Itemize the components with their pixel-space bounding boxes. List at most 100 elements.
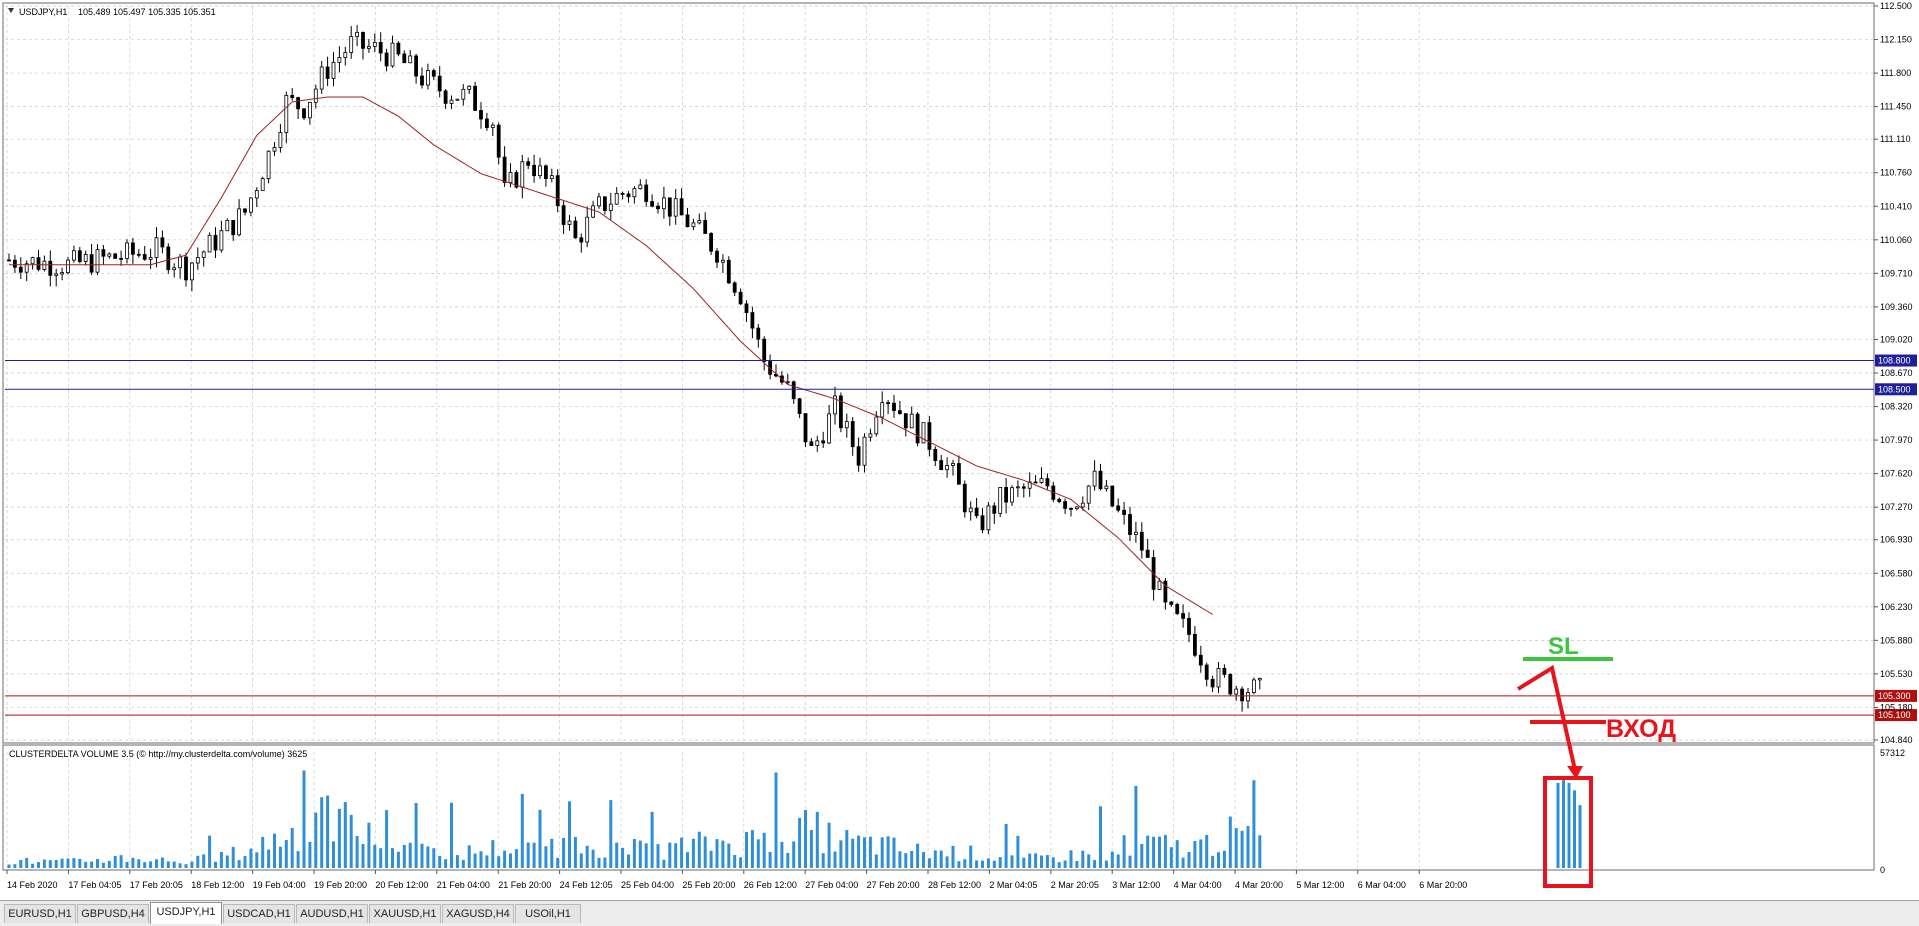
tab-usdjpy-h1[interactable]: USDJPY,H1 xyxy=(150,902,222,924)
tab-eurusd-h1[interactable]: EURUSD,H1 xyxy=(4,904,76,923)
price-tick-label: 106.580 xyxy=(1880,568,1913,578)
candle-body xyxy=(856,446,861,466)
volume-bar xyxy=(874,854,878,868)
candle-body xyxy=(921,422,926,444)
volume-bar xyxy=(603,857,607,868)
candle-body xyxy=(1216,667,1221,688)
volume-bar xyxy=(1163,834,1167,868)
volume-bar xyxy=(31,863,35,868)
volume-bar xyxy=(998,857,1002,868)
volume-bar xyxy=(1122,835,1126,868)
volume-bar xyxy=(644,843,648,868)
volume-bar xyxy=(597,857,601,868)
time-tick-label: 2 Mar 04:05 xyxy=(989,880,1037,890)
volume-bar xyxy=(208,835,212,868)
volume-bar xyxy=(1252,780,1256,868)
volume-bar xyxy=(916,843,920,868)
candle-body xyxy=(207,234,212,253)
volume-bar xyxy=(367,822,371,868)
volume-bar xyxy=(733,855,737,868)
candle-body xyxy=(83,254,88,262)
tab-usdcad-h1[interactable]: USDCAD,H1 xyxy=(223,904,295,923)
candle-body xyxy=(130,242,135,255)
level-price-box xyxy=(1875,709,1917,722)
chart-grid xyxy=(5,5,1874,741)
volume-bar xyxy=(1234,828,1238,868)
candle-body xyxy=(909,413,914,429)
candle-body xyxy=(213,234,218,251)
level-price-label: 108.800 xyxy=(1878,356,1911,366)
candle-body xyxy=(638,184,643,189)
candle-body xyxy=(184,256,188,281)
candle-body xyxy=(791,381,796,400)
horizontal-levels[interactable]: 108.800 108.500 105.300 105.100 xyxy=(5,354,1917,722)
chart-menu-icon[interactable] xyxy=(8,8,14,13)
candle-body xyxy=(331,61,336,79)
volume-bar xyxy=(1022,857,1026,868)
tab-xauusd-h1[interactable]: XAUUSD,H1 xyxy=(369,904,441,923)
tab-gbpusd-h4[interactable]: GBPUSD,H4 xyxy=(77,904,149,923)
volume-bar xyxy=(562,838,566,868)
candle-body xyxy=(797,398,802,414)
entry-annotation[interactable]: ВХОД xyxy=(1516,664,1676,888)
price-tick-label: 106.930 xyxy=(1880,535,1913,545)
tab-xagusd-h4[interactable]: XAGUSD,H4 xyxy=(442,904,514,923)
volume-bar xyxy=(113,856,117,868)
time-axis[interactable]: 14 Feb 2020 17 Feb 04:05 17 Feb 20:05 18 Fe… xyxy=(6,870,1467,890)
volume-bar xyxy=(992,860,996,868)
volume-bar xyxy=(1010,855,1014,868)
candle-body xyxy=(148,257,153,260)
volume-bar xyxy=(96,858,99,868)
tab-usoil-h1[interactable]: USOil,H1 xyxy=(515,904,581,923)
volume-bar xyxy=(1175,840,1179,868)
volume-bar xyxy=(373,844,377,868)
price-tick-label: 105.880 xyxy=(1880,635,1913,645)
candle-body xyxy=(544,165,548,179)
candle-body xyxy=(1004,487,1008,503)
time-tick-label: 17 Feb 04:05 xyxy=(68,880,121,890)
tab-audusd-h1[interactable]: AUDUSD,H1 xyxy=(296,904,368,923)
volume-bar xyxy=(54,859,58,868)
volume-bar xyxy=(851,838,855,868)
volume-bar xyxy=(355,836,359,868)
volume-bar xyxy=(927,858,931,868)
candle-body xyxy=(60,272,64,275)
candle-body xyxy=(24,263,29,273)
volume-bar xyxy=(337,808,341,868)
price-tick-label: 112.500 xyxy=(1880,1,1912,11)
candle-body xyxy=(1098,470,1103,490)
candle-body xyxy=(986,505,991,531)
candle-body xyxy=(95,249,100,273)
time-tick-label: 2 Mar 20:05 xyxy=(1051,880,1099,890)
price-axis[interactable]: 112.500 112.150 111.800 111.450 111.110 110.7… xyxy=(1874,1,1913,745)
candle-body xyxy=(201,251,206,258)
sl-annotation[interactable]: SL xyxy=(1523,633,1613,661)
candle-body xyxy=(974,507,979,517)
candle-body xyxy=(225,219,230,232)
candle-body xyxy=(1193,634,1197,656)
entry-arrow-head-icon xyxy=(1567,766,1583,779)
candle-body xyxy=(1145,549,1150,558)
volume-bar xyxy=(479,851,483,868)
candle-body xyxy=(892,402,896,412)
price-tick-label: 107.970 xyxy=(1880,435,1913,445)
volume-bar xyxy=(579,853,583,868)
candle-body xyxy=(449,99,454,104)
candle-body xyxy=(1181,613,1185,619)
candle-body xyxy=(579,237,584,243)
candle-body xyxy=(833,395,837,415)
volume-bar-highlighted xyxy=(1567,782,1571,868)
candle-body xyxy=(549,175,554,179)
candle-body xyxy=(231,219,236,236)
volume-bar xyxy=(520,793,524,868)
time-tick-label: 27 Feb 04:00 xyxy=(805,880,858,890)
volume-bar xyxy=(1063,860,1067,868)
time-tick-label: 19 Feb 20:00 xyxy=(314,880,367,890)
candle-body xyxy=(726,259,731,284)
candle-body xyxy=(573,220,578,239)
level-price-label: 105.300 xyxy=(1878,691,1911,701)
candle-body xyxy=(756,327,761,340)
volume-bar xyxy=(278,846,282,868)
volume-bar xyxy=(880,837,884,868)
